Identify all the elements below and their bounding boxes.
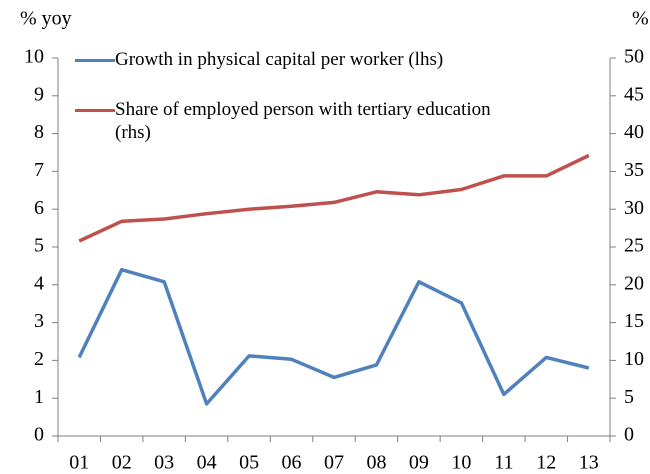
y2-tick-label: 15	[624, 310, 644, 332]
y2-tick-label: 35	[624, 159, 644, 181]
legend-label: Growth in physical capital per worker (l…	[115, 49, 444, 70]
y-tick-label: 9	[34, 83, 44, 105]
y-tick-label: 2	[34, 348, 44, 370]
y-tick-label: 8	[34, 121, 44, 143]
x-tick-label: 02	[112, 452, 132, 474]
x-tick-label: 08	[366, 452, 386, 474]
x-tick-label: 05	[239, 452, 259, 474]
y-tick-label: 10	[24, 46, 44, 68]
legend-label: Share of employed person with tertiary e…	[115, 99, 491, 143]
x-tick-label: 07	[324, 452, 344, 474]
x-tick-label: 13	[579, 452, 599, 474]
y-tick-label: 3	[34, 310, 44, 332]
y2-tick-label: 5	[624, 386, 634, 408]
y-tick-label: 6	[34, 197, 44, 219]
legend-swatch	[75, 109, 115, 112]
y-tick-label: 1	[34, 386, 44, 408]
y-axis-title: % yoy	[20, 8, 72, 30]
y2-tick-label: 40	[624, 121, 644, 143]
y-tick-label: 4	[34, 272, 44, 294]
series-line	[78, 153, 590, 243]
x-tick-label: 09	[409, 452, 429, 474]
x-tick-label: 12	[536, 452, 556, 474]
y2-tick-label: 50	[624, 46, 644, 68]
x-tick-label: 06	[282, 452, 302, 474]
y2-axis-title: %	[632, 8, 649, 30]
x-tick-label: 01	[69, 452, 89, 474]
x-tick-label: 03	[154, 452, 174, 474]
y2-tick-label: 20	[624, 272, 644, 294]
y2-tick-label: 30	[624, 197, 644, 219]
legend-swatch	[75, 59, 115, 62]
x-tick-label: 04	[197, 452, 217, 474]
x-tick-label: 10	[451, 452, 471, 474]
y2-tick-label: 10	[624, 348, 644, 370]
y-tick-label: 7	[34, 159, 44, 181]
y-tick-label: 5	[34, 235, 44, 257]
series-line	[77, 267, 590, 406]
y2-tick-label: 45	[624, 83, 644, 105]
y2-tick-label: 25	[624, 235, 644, 257]
y-tick-label: 0	[34, 424, 44, 446]
y2-tick-label: 0	[624, 424, 634, 446]
x-tick-label: 11	[494, 452, 513, 474]
